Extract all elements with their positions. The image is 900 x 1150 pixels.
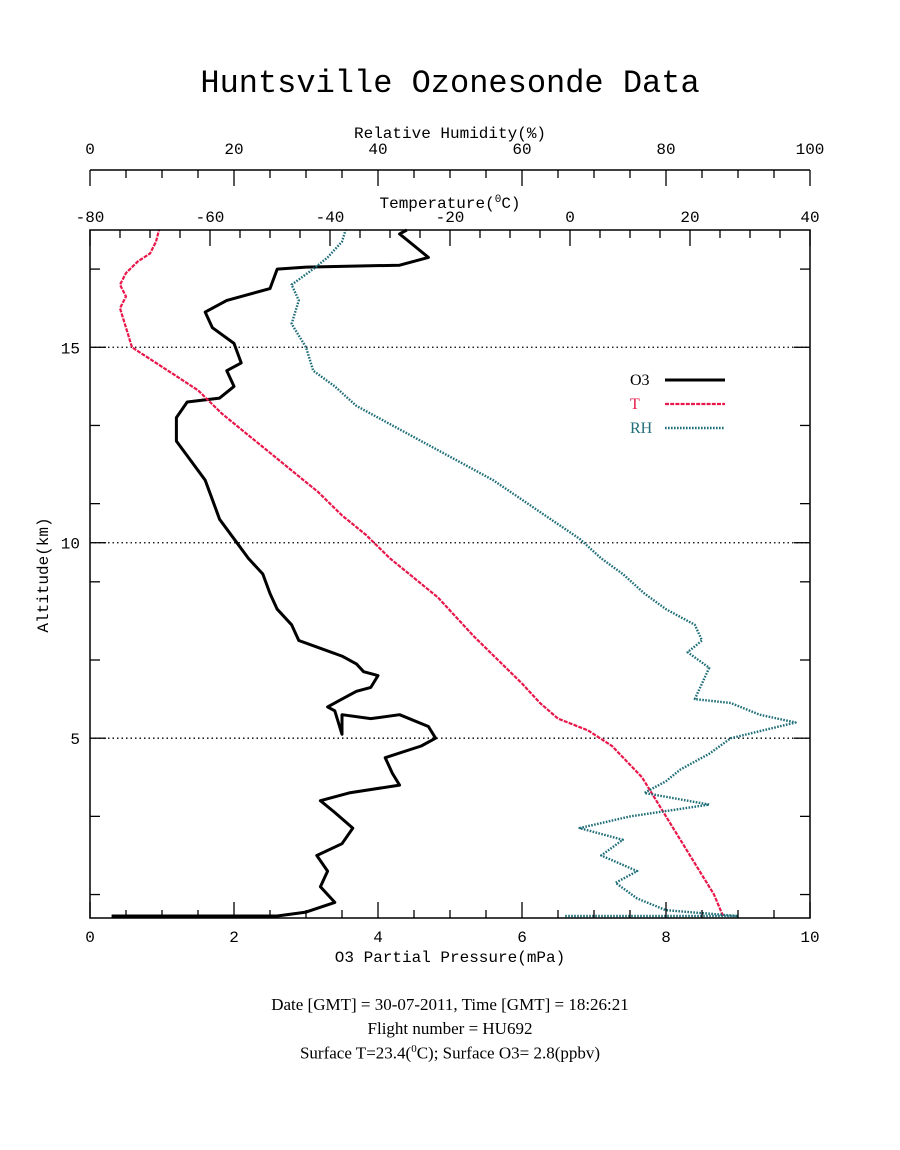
altitude-axis-label: Altitude(km) <box>35 517 53 632</box>
y-tick-label-15: 15 <box>61 340 80 358</box>
series-o3-line <box>111 228 438 918</box>
o3-tick-label-10: 10 <box>800 929 819 947</box>
temp-tick-label--80: -80 <box>76 209 105 227</box>
o3-tick-label-8: 8 <box>661 929 671 947</box>
rh-tick-label-80: 80 <box>656 141 675 159</box>
footer-flight-number: Flight number = HU692 <box>367 1019 533 1038</box>
legend-label-t: T <box>630 396 640 413</box>
rh-axis-label: Relative Humidity(%) <box>354 125 546 143</box>
y-tick-label-5: 5 <box>70 731 80 749</box>
series-lines <box>111 228 797 918</box>
rh-tick-label-20: 20 <box>224 141 243 159</box>
rh-tick-label-60: 60 <box>512 141 531 159</box>
y-tick-label-10: 10 <box>61 536 80 554</box>
grid-lines <box>90 346 810 739</box>
o3-tick-label-0: 0 <box>85 929 95 947</box>
temp-axis-label-sup: 0 <box>495 194 502 206</box>
series-rh-line <box>290 229 797 918</box>
axes: 5 10 15 0 2 4 6 8 10 -80 -60 -40 -20 0 20 40 0 20 40 60 80 10… <box>61 141 825 947</box>
footer-surface-prefix: Surface T=23.4( <box>299 1043 412 1063</box>
temp-axis-label-prefix: Temperature( <box>379 195 494 213</box>
chart-title: Huntsville Ozonesonde Data <box>200 65 699 102</box>
temp-axis-label: Temperature(0C) <box>379 194 520 213</box>
temp-tick-label-0: 0 <box>565 209 575 227</box>
series-t-line <box>118 229 725 917</box>
footer-surface-sup: 0 <box>411 1043 417 1055</box>
temp-tick-label--40: -40 <box>316 209 345 227</box>
legend-label-rh: RH <box>630 420 653 437</box>
temp-tick-label-20: 20 <box>680 209 699 227</box>
footer-surface-values: Surface T=23.4(0C); Surface O3= 2.8(ppbv… <box>0 1043 900 1064</box>
temp-axis-label-suffix: C) <box>501 195 520 213</box>
rh-tick-label-40: 40 <box>368 141 387 159</box>
legend-label-o3: O3 <box>630 372 650 389</box>
o3-axis-label: O3 Partial Pressure(mPa) <box>335 949 565 967</box>
legend: O3 T RH <box>630 372 725 437</box>
temp-tick-label--20: -20 <box>436 209 465 227</box>
temp-tick-label--60: -60 <box>196 209 225 227</box>
rh-tick-label-0: 0 <box>85 141 95 159</box>
temp-tick-label-40: 40 <box>800 209 819 227</box>
plot-frame <box>89 229 811 919</box>
o3-tick-label-4: 4 <box>373 929 383 947</box>
footer-date-time: Date [GMT] = 30-07-2011, Time [GMT] = 18… <box>271 995 629 1014</box>
footer-surface-suffix: C); Surface O3= 2.8(ppbv) <box>416 1043 601 1063</box>
rh-tick-label-100: 100 <box>796 141 825 159</box>
o3-tick-label-6: 6 <box>517 929 527 947</box>
o3-tick-label-2: 2 <box>229 929 239 947</box>
